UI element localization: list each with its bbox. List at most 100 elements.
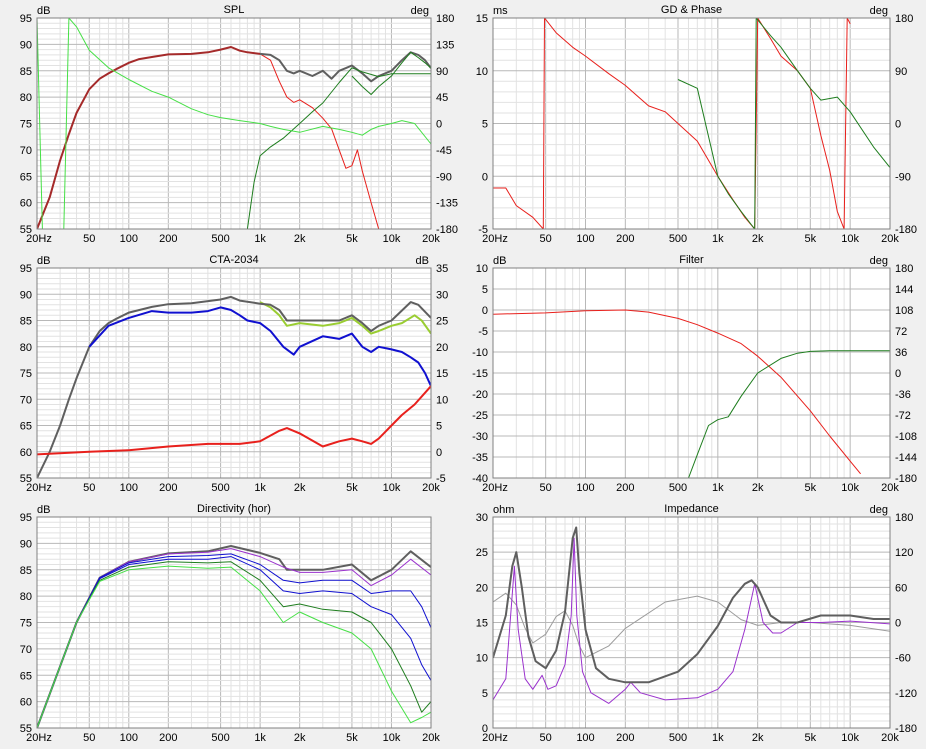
gd-y-tick-label: 10 — [476, 66, 488, 78]
gd-right-unit: deg — [870, 5, 888, 17]
directivity-x-tick-label: 10k — [383, 732, 401, 744]
directivity-x-tick-label: 500 — [211, 732, 229, 744]
filter-y2-tick-label: -144 — [895, 452, 917, 464]
cta-y-tick-label: 95 — [20, 263, 32, 275]
directivity-y-tick-label: 75 — [20, 618, 32, 630]
filter-x-tick-label: 100 — [576, 482, 594, 494]
directivity-x-tick-label: 20Hz — [26, 732, 52, 744]
impedance-x-tick-label: 20Hz — [482, 732, 508, 744]
cta-y-tick-label: 55 — [20, 473, 32, 485]
cta-x-tick-label: 1k — [254, 482, 266, 494]
impedance-y-tick-label: 25 — [476, 547, 488, 559]
impedance-x-tick-label: 2k — [752, 732, 764, 744]
spl-y-tick-label: 75 — [20, 119, 32, 131]
filter-y-tick-label: -25 — [472, 410, 488, 422]
spl-y-tick-label: 65 — [20, 171, 32, 183]
gd-y2-tick-label: 90 — [895, 66, 907, 78]
spl-left-unit: dB — [37, 5, 50, 17]
filter-y2-tick-label: 108 — [895, 305, 913, 317]
impedance-y2-tick-label: -180 — [895, 723, 917, 735]
filter-frame — [492, 267, 891, 479]
gd-x-tick-label: 10k — [841, 233, 859, 245]
directivity-title: Directivity (hor) — [197, 503, 271, 515]
cta-x-tick-label: 200 — [159, 482, 177, 494]
filter-y-tick-label: -40 — [472, 473, 488, 485]
directivity-y-tick-label: 55 — [20, 723, 32, 735]
impedance-x-tick-label: 200 — [616, 732, 634, 744]
spl-x-tick-label: 10k — [383, 233, 401, 245]
impedance-y-tick-label: 10 — [476, 653, 488, 665]
impedance-x-tick-label: 50 — [540, 732, 552, 744]
filter-y2-tick-label: 36 — [895, 347, 907, 359]
directivity-series-5-line — [37, 565, 431, 728]
cta-y-tick-label: 80 — [20, 342, 32, 354]
gd-x-tick-label: 500 — [669, 233, 687, 245]
gd-y2-tick-label: 0 — [895, 119, 901, 131]
filter-x-tick-label: 50 — [540, 482, 552, 494]
impedance-y2-tick-label: -60 — [895, 653, 911, 665]
filter-y-tick-label: -30 — [472, 431, 488, 443]
filter-y2-tick-label: -72 — [895, 410, 911, 422]
spl-chart: SPL dB deg 95 90 85 80 75 70 65 60 55 180 135 90 45 0 -45… — [20, 4, 458, 245]
gd-x-tick-label: 200 — [616, 233, 634, 245]
cta-left-unit: dB — [37, 255, 50, 267]
impedance-x-tick-label: 500 — [669, 732, 687, 744]
filter-y-tick-label: 5 — [482, 284, 488, 296]
gd-y-tick-label: 0 — [482, 171, 488, 183]
spl-series-0-line — [37, 46, 261, 229]
impedance-left-unit: ohm — [493, 504, 514, 516]
filter-y2-tick-label: -36 — [895, 389, 911, 401]
impedance-y2-tick-label: 180 — [895, 512, 913, 524]
impedance-y-tick-label: 15 — [476, 618, 488, 630]
filter-y-tick-label: -20 — [472, 389, 488, 401]
filter-x-tick-label: 2k — [752, 482, 764, 494]
gd-x-tick-label: 100 — [576, 233, 594, 245]
directivity-y-tick-label: 90 — [20, 538, 32, 550]
cta-y-tick-label: 90 — [20, 289, 32, 301]
directivity-chart: Directivity (hor) dB 95 90 85 80 75 70 65 60 5520H… — [20, 503, 441, 744]
spl-y2-tick-label: 135 — [436, 39, 454, 51]
filter-series-1-line — [688, 350, 890, 478]
gd-y-tick-label: 15 — [476, 13, 488, 25]
directivity-x-tick-label: 2k — [294, 732, 306, 744]
gd-x-tick-label: 1k — [712, 233, 724, 245]
filter-y-tick-label: -15 — [472, 368, 488, 380]
cta-frame — [36, 267, 432, 479]
gd-y-tick-label: -5 — [478, 224, 488, 236]
filter-y2-tick-label: 0 — [895, 368, 901, 380]
directivity-y-tick-label: 80 — [20, 591, 32, 603]
directivity-x-tick-label: 20k — [422, 732, 440, 744]
filter-x-tick-label: 10k — [841, 482, 859, 494]
impedance-y-tick-label: 0 — [482, 723, 488, 735]
spl-y-tick-label: 80 — [20, 92, 32, 104]
spl-x-tick-label: 20k — [422, 233, 440, 245]
impedance-title: Impedance — [664, 503, 718, 515]
gd-y2-tick-label: -90 — [895, 171, 911, 183]
impedance-x-tick-label: 10k — [841, 732, 859, 744]
cta-y-tick-label: 60 — [20, 447, 32, 459]
cta-series-0-line — [259, 301, 431, 335]
spl-y-tick-label: 70 — [20, 145, 32, 157]
cta-series-2-line — [88, 306, 431, 387]
gd-frame — [492, 17, 891, 230]
filter-y2-tick-label: -180 — [895, 473, 917, 485]
gd-x-tick-label: 5k — [805, 233, 817, 245]
gd-y2-tick-label: -180 — [895, 224, 917, 236]
filter-right-unit: deg — [870, 255, 888, 267]
directivity-x-tick-label: 50 — [83, 732, 95, 744]
cta-y2-tick-label: 5 — [436, 421, 442, 433]
cta-x-tick-label: 20Hz — [26, 482, 52, 494]
impedance-right-unit: deg — [870, 504, 888, 516]
cta-y-tick-label: 70 — [20, 394, 32, 406]
cta-y-tick-label: 65 — [20, 421, 32, 433]
gd-x-tick-label: 20Hz — [482, 233, 508, 245]
spl-x-tick-label: 200 — [159, 233, 177, 245]
cta-y2-tick-label: 15 — [436, 368, 448, 380]
directivity-left-unit: dB — [37, 504, 50, 516]
directivity-y-tick-label: 70 — [20, 644, 32, 656]
gd-y2-tick-label: 180 — [895, 13, 913, 25]
spl-x-tick-label: 2k — [294, 233, 306, 245]
gd-left-unit: ms — [493, 5, 508, 17]
spl-y2-tick-label: 90 — [436, 66, 448, 78]
